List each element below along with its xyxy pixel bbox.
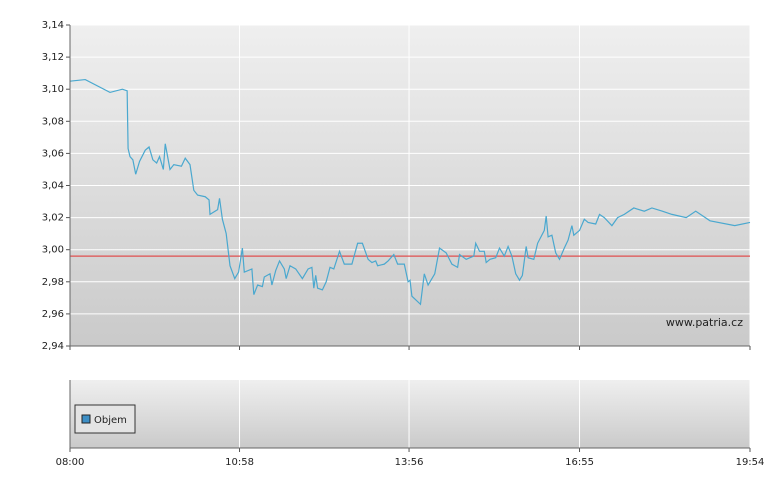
volume-plot-area xyxy=(70,380,750,448)
y-tick-label: 3,14 xyxy=(42,20,64,31)
x-tick-label: 19:54 xyxy=(736,457,765,468)
x-tick-label: 16:55 xyxy=(565,457,594,468)
legend-label: Objem xyxy=(94,415,127,426)
y-tick-label: 2,98 xyxy=(42,277,64,288)
x-tick-label: 10:58 xyxy=(225,457,254,468)
y-tick-label: 3,06 xyxy=(42,148,64,159)
x-tick-label: 08:00 xyxy=(56,457,85,468)
price-line xyxy=(69,78,751,306)
y-tick-label: 3,10 xyxy=(42,84,64,95)
y-tick-label: 3,04 xyxy=(42,181,64,192)
y-tick-label: 3,08 xyxy=(42,116,64,127)
legend-swatch xyxy=(81,414,91,424)
watermark: www.patria.cz xyxy=(666,316,743,329)
y-tick-label: 2,96 xyxy=(42,309,64,320)
y-tick-label: 2,94 xyxy=(42,341,64,352)
y-tick-label: 3,02 xyxy=(42,213,64,224)
y-tick-label: 3,00 xyxy=(42,245,64,256)
y-tick-label: 3,12 xyxy=(42,52,64,63)
x-tick-label: 13:56 xyxy=(395,457,424,468)
